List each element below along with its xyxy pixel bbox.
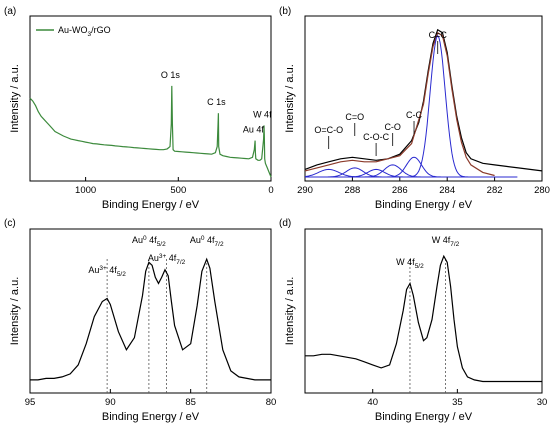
- x-tick-label-0-2: 0: [268, 185, 273, 196]
- panel-letter-2: (c): [4, 218, 16, 229]
- x-tick-label-1-1: 288: [344, 185, 360, 196]
- peak-label-0-2: Au 4f: [243, 125, 265, 135]
- peak-label-2-1: Au0 4f5/2: [132, 235, 166, 248]
- peak-label-3-1-base: W 4f: [432, 235, 451, 245]
- peak-label-1-2: C-O: [384, 122, 401, 132]
- x-tick-label-3-0: 40: [367, 397, 378, 408]
- y-axis-title-2: Intensity / a.u.: [9, 277, 21, 345]
- peak-label-0-3: W 4f: [253, 109, 272, 119]
- plot-frame-0: [29, 15, 272, 182]
- series-line-0-0: [29, 85, 272, 178]
- peak-label-2-1-sub: 5/2: [157, 241, 166, 248]
- x-tick-label-1-5: 280: [534, 185, 550, 196]
- peak-label-2-1-mid: 4f: [147, 235, 158, 245]
- plot-frame-1: [304, 15, 543, 182]
- legend-label: Au-WO3/rGO: [58, 25, 111, 38]
- peak-label-3-0: W 4f5/2: [396, 257, 424, 270]
- peak-label-2-0-sub: 5/2: [117, 271, 126, 278]
- x-tick-label-2-1: 90: [105, 397, 116, 408]
- peak-label-2-2-base: Au: [148, 253, 159, 263]
- x-tick-label-1-3: 284: [439, 185, 455, 196]
- x-tick-label-2-2: 85: [185, 397, 196, 408]
- series-line-1-7: [304, 168, 518, 178]
- series-line-2-0: [30, 257, 271, 381]
- peak-label-2-2-mid: 4f: [166, 253, 177, 263]
- series-line-1-1: [304, 31, 495, 177]
- peak-label-2-0-base: Au: [88, 265, 99, 275]
- legend-label-tail: /rGO: [91, 25, 111, 35]
- peak-label-3-0-sub: 5/2: [415, 263, 424, 270]
- panel-letter-1: (b): [279, 6, 291, 17]
- plot-frame-3: [304, 228, 543, 394]
- x-axis-title-3: Binding Energy / eV: [375, 411, 473, 423]
- x-tick-label-1-4: 282: [487, 185, 503, 196]
- peak-label-2-1-base: Au: [132, 235, 143, 245]
- x-tick-label-3-2: 30: [537, 397, 548, 408]
- peak-label-2-2-sub: 7/2: [176, 259, 185, 266]
- plot-frame-2: [29, 228, 272, 394]
- peak-label-3-0-base: W 4f: [396, 257, 415, 267]
- y-axis-title-3: Intensity / a.u.: [284, 277, 296, 345]
- peak-label-2-3-sup: 0: [201, 235, 205, 242]
- peak-label-2-1-sup: 0: [143, 235, 147, 242]
- x-axis-title-2: Binding Energy / eV: [102, 411, 200, 423]
- x-tick-label-0-1: 500: [170, 185, 186, 196]
- x-tick-label-3-1: 35: [452, 397, 463, 408]
- panel-letter-3: (d): [279, 218, 291, 229]
- series-line-1-4: [305, 164, 518, 178]
- x-tick-label-2-3: 80: [266, 397, 277, 408]
- x-tick-label-2-0: 95: [25, 397, 36, 408]
- y-axis-title-1: Intensity / a.u.: [284, 64, 296, 132]
- x-axis-title-1: Binding Energy / eV: [375, 199, 473, 211]
- peak-label-2-2-sup: 3+: [159, 253, 167, 260]
- peak-label-0-1: C 1s: [207, 97, 226, 107]
- peak-label-2-0-sup: 3+: [99, 265, 107, 272]
- x-tick-label-1-0: 290: [297, 185, 313, 196]
- peak-label-3-1-sub: 7/2: [450, 241, 459, 248]
- x-tick-label-0-0: 1000: [75, 185, 96, 196]
- peak-label-3-1: W 4f7/2: [432, 235, 460, 248]
- series-line-3-0: [305, 254, 542, 383]
- peak-label-1-1: C-C: [406, 110, 422, 120]
- series-line-1-2: [305, 34, 518, 178]
- x-tick-label-1-2: 286: [392, 185, 408, 196]
- y-axis-title-0: Intensity / a.u.: [9, 64, 21, 132]
- peak-label-2-0: Au3+ 4f5/2: [88, 265, 126, 278]
- peak-label-2-3-mid: 4f: [205, 235, 216, 245]
- peak-label-1-4: C=O: [345, 112, 364, 122]
- peak-label-1-0: C=C: [429, 30, 448, 40]
- peak-label-2-2: Au3+ 4f7/2: [148, 253, 186, 266]
- peak-label-2-0-mid: 4f: [107, 265, 118, 275]
- peak-label-1-3: C-O-C: [363, 132, 389, 142]
- peak-label-2-3: Au0 4f7/2: [190, 235, 224, 248]
- peak-label-2-3-base: Au: [190, 235, 201, 245]
- peak-label-1-5: O=C-O: [314, 125, 343, 135]
- panel-letter-0: (a): [4, 6, 16, 17]
- peak-label-2-3-sub: 7/2: [215, 241, 224, 248]
- series-line-1-0: [304, 28, 543, 172]
- legend-label-label: Au-WO: [58, 25, 88, 35]
- legend-label-sub: 3: [88, 31, 92, 38]
- x-axis-title-0: Binding Energy / eV: [102, 199, 200, 211]
- peak-label-0-0: O 1s: [161, 70, 181, 80]
